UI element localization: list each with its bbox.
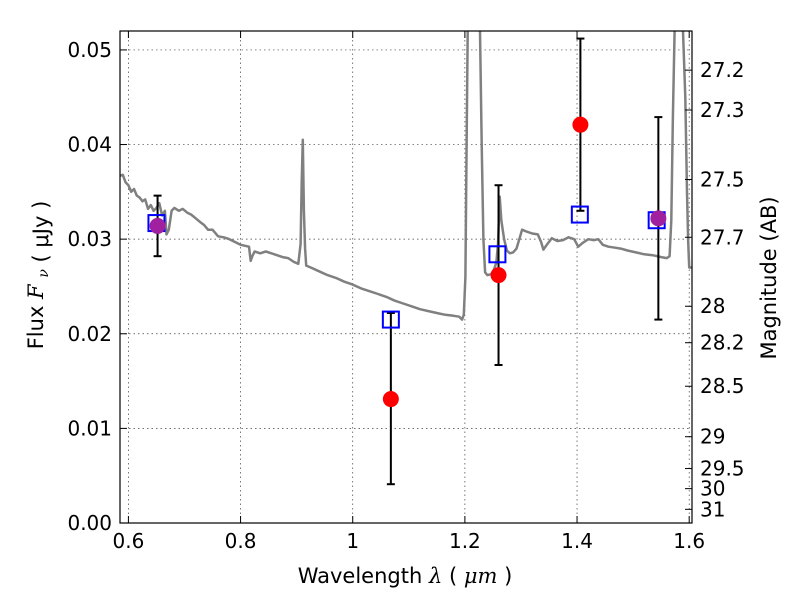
x-tick-label: 1.6 bbox=[673, 529, 705, 553]
y2-tick-label: 29.5 bbox=[700, 457, 745, 481]
y-axis-unit-close: ) bbox=[29, 201, 53, 209]
y2-tick-label: 31 bbox=[700, 497, 725, 521]
y2-tick-label: 30 bbox=[700, 477, 725, 501]
model-photometry-square bbox=[381, 310, 400, 329]
y2-tick-label: 27.5 bbox=[700, 167, 745, 191]
observed-flux-point bbox=[490, 267, 507, 284]
y-axis-subscript: ν bbox=[36, 269, 52, 278]
y2-tick-label: 28.5 bbox=[700, 374, 745, 398]
y2-tick-label: 28.2 bbox=[700, 331, 745, 355]
x-tick-label: 0.8 bbox=[225, 529, 257, 553]
plot-frame bbox=[119, 30, 693, 524]
y2-tick-label: 27.3 bbox=[700, 98, 745, 122]
y-axis-symbol: F bbox=[24, 283, 48, 300]
model-photometry-square bbox=[570, 205, 589, 224]
y-tick-label: 0.03 bbox=[67, 227, 112, 251]
y-tick-label: 0.02 bbox=[67, 322, 112, 346]
x-axis-label: Wavelength λ ( μm ) bbox=[298, 564, 513, 588]
y-tick-label: 0.01 bbox=[67, 416, 112, 440]
axis-ticks: 0.6 0.8 1 1.2 1.4 1.6 0.00 0.01 0.02 0.03 0.04 0.05… bbox=[67, 31, 745, 553]
observed-flux-point bbox=[572, 116, 589, 133]
x-axis-unit-open: ( bbox=[449, 564, 457, 588]
model-photometry-square bbox=[488, 245, 507, 264]
x-axis-unit: μm bbox=[464, 564, 498, 588]
y-tick-label: 0.00 bbox=[67, 511, 112, 535]
observed-flux-point bbox=[650, 210, 667, 227]
observed-flux-point bbox=[382, 391, 399, 408]
data-layer bbox=[120, 31, 692, 486]
model-spectrum-line bbox=[681, 31, 692, 269]
model-spectrum-line bbox=[120, 31, 469, 321]
y-tick-label: 0.04 bbox=[67, 133, 112, 157]
x-tick-label: 0.6 bbox=[113, 529, 145, 553]
x-axis-label-text: Wavelength bbox=[298, 564, 423, 588]
y2-tick-label: 28 bbox=[700, 294, 725, 318]
y2-tick-label: 27.7 bbox=[700, 225, 745, 249]
y2-axis-label: Magnitude (AB) bbox=[757, 196, 781, 359]
x-axis-unit-close: ) bbox=[504, 564, 512, 588]
y-axis-unit: μJy bbox=[29, 216, 53, 248]
y-axis-label-text: Flux bbox=[24, 306, 48, 350]
x-tick-label: 1.4 bbox=[561, 529, 593, 553]
x-axis-symbol: λ bbox=[428, 564, 442, 588]
observed-flux-point bbox=[149, 217, 166, 234]
y2-tick-label: 27.2 bbox=[700, 58, 745, 82]
y2-tick-label: 29 bbox=[700, 425, 725, 449]
y-axis-unit-open: ( bbox=[29, 254, 53, 262]
x-tick-label: 1.2 bbox=[449, 529, 481, 553]
y-axis-label: Flux F ν ( μJy ) bbox=[24, 201, 53, 350]
y-tick-label: 0.05 bbox=[67, 38, 112, 62]
grid-lines bbox=[120, 31, 692, 524]
x-tick-label: 1 bbox=[346, 529, 359, 553]
plot-area bbox=[120, 31, 692, 486]
